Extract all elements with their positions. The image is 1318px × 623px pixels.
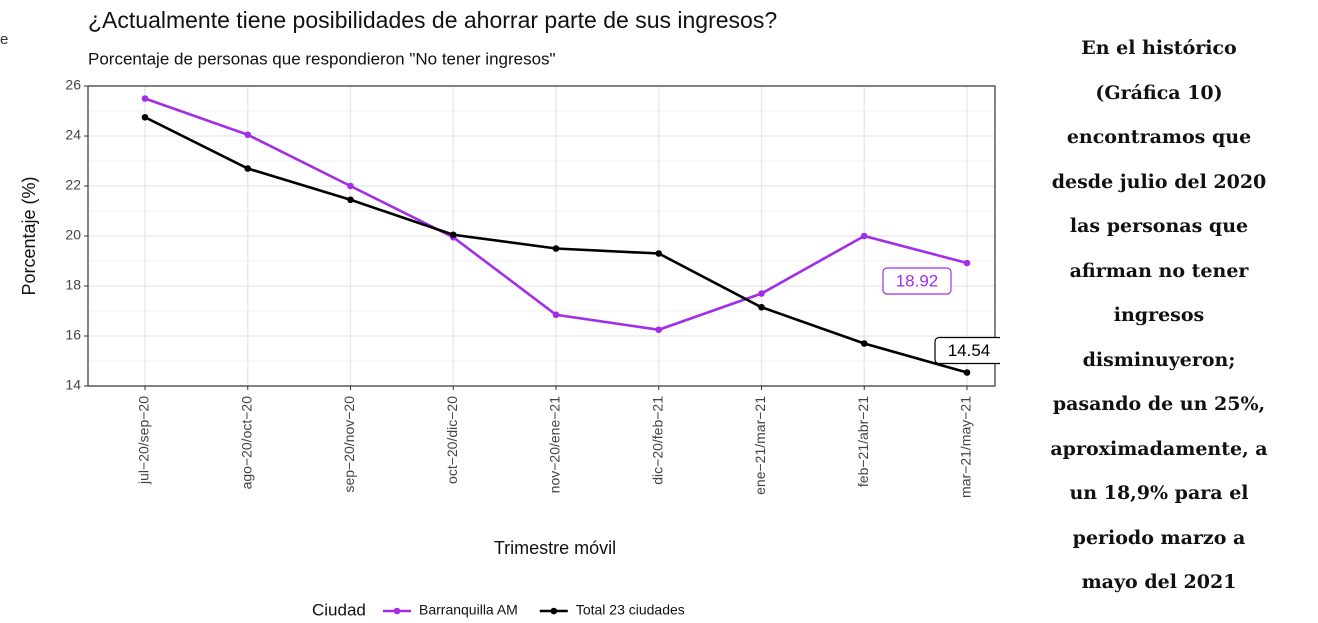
legend-title: Ciudad <box>312 600 366 619</box>
plot-border <box>87 85 996 387</box>
text-fragment: e <box>0 31 8 48</box>
y-tick-label: 22 <box>65 177 81 193</box>
legend-key-point <box>550 607 558 615</box>
legend-label: Total 23 ciudades <box>576 602 685 618</box>
side-text-line: afirman no tener <box>1069 259 1249 282</box>
point <box>860 232 868 240</box>
side-text-line: desde julio del 2020 <box>1051 170 1267 193</box>
side-text-line: encontramos que <box>1066 126 1252 148</box>
x-tick-label: ene−21/mar−21 <box>752 396 768 495</box>
chart: e ¿Actualmente tiene posibilidades de ah… <box>0 7 1000 619</box>
side-text-line: un 18,9% para el <box>1069 482 1249 504</box>
point <box>552 245 560 252</box>
x-tick-label: sep−20/nov−20 <box>341 396 357 493</box>
point <box>347 196 354 204</box>
point <box>655 250 663 257</box>
legend-label: Barranquilla AM <box>419 602 518 618</box>
data-label-box <box>882 267 952 295</box>
y-tick-label: 18 <box>65 277 81 293</box>
point <box>141 113 149 121</box>
chart-subtitle: Porcentaje de personas que respondieron … <box>88 49 556 68</box>
x-tick-label: oct−20/dic−20 <box>444 396 460 484</box>
side-text-line: pasando de un 25%, <box>1052 393 1266 415</box>
side-text-line: disminuyeron; <box>1082 348 1236 371</box>
data-label: 14.54 <box>934 336 1000 365</box>
legend: Ciudad Barranquilla AM Total 23 ciudades <box>312 600 685 619</box>
x-tick-label: mar−21/may−21 <box>958 396 974 498</box>
side-text: En el histórico (Gráfica 10) encontramos q… <box>1000 26 1318 605</box>
x-tick-label: jul−20/sep−20 <box>136 396 152 485</box>
side-text-line: aproximadamente, a <box>1050 437 1268 460</box>
point <box>552 311 560 319</box>
side-text-line: ingresos <box>1113 304 1205 326</box>
x-axis-label: Trimestre móvil <box>494 538 616 558</box>
y-axis-label: Porcentaje (%) <box>19 176 39 295</box>
point <box>963 369 971 376</box>
y-tick-label: 14 <box>65 377 81 393</box>
point <box>963 259 971 267</box>
legend-key-point <box>393 607 401 615</box>
data-label-text: 14.54 <box>948 341 991 360</box>
side-text-line: (Gráfica 10) <box>1095 81 1223 104</box>
point <box>244 131 252 139</box>
y-tick-label: 20 <box>65 227 81 243</box>
point <box>449 231 457 239</box>
point <box>655 326 663 334</box>
point <box>860 340 868 347</box>
side-text-line: mayo del 2021 <box>1081 571 1237 593</box>
point <box>244 165 252 172</box>
side-text-line: En el histórico <box>1081 37 1237 59</box>
chart-title: ¿Actualmente tiene posibilidades de ahor… <box>88 7 777 33</box>
x-tick-label: dic−20/feb−21 <box>649 396 665 485</box>
point <box>347 182 354 190</box>
y-tick-label: 16 <box>65 327 81 343</box>
data-label: 18.92 <box>882 267 952 295</box>
x-tick-label: ago−20/oct−20 <box>238 396 254 490</box>
point <box>758 290 765 297</box>
data-label-text: 18.92 <box>896 271 939 290</box>
side-text-line: las personas que <box>1069 215 1249 237</box>
x-tick-label: nov−20/ene−21 <box>547 396 563 494</box>
data-label-box <box>934 336 1000 365</box>
y-tick-label: 24 <box>65 127 81 143</box>
y-tick-label: 26 <box>65 77 81 93</box>
point <box>141 95 149 102</box>
side-text-line: periodo marzo a <box>1072 526 1246 549</box>
x-tick-label: feb−21/abr−21 <box>855 396 871 487</box>
point <box>758 303 765 311</box>
